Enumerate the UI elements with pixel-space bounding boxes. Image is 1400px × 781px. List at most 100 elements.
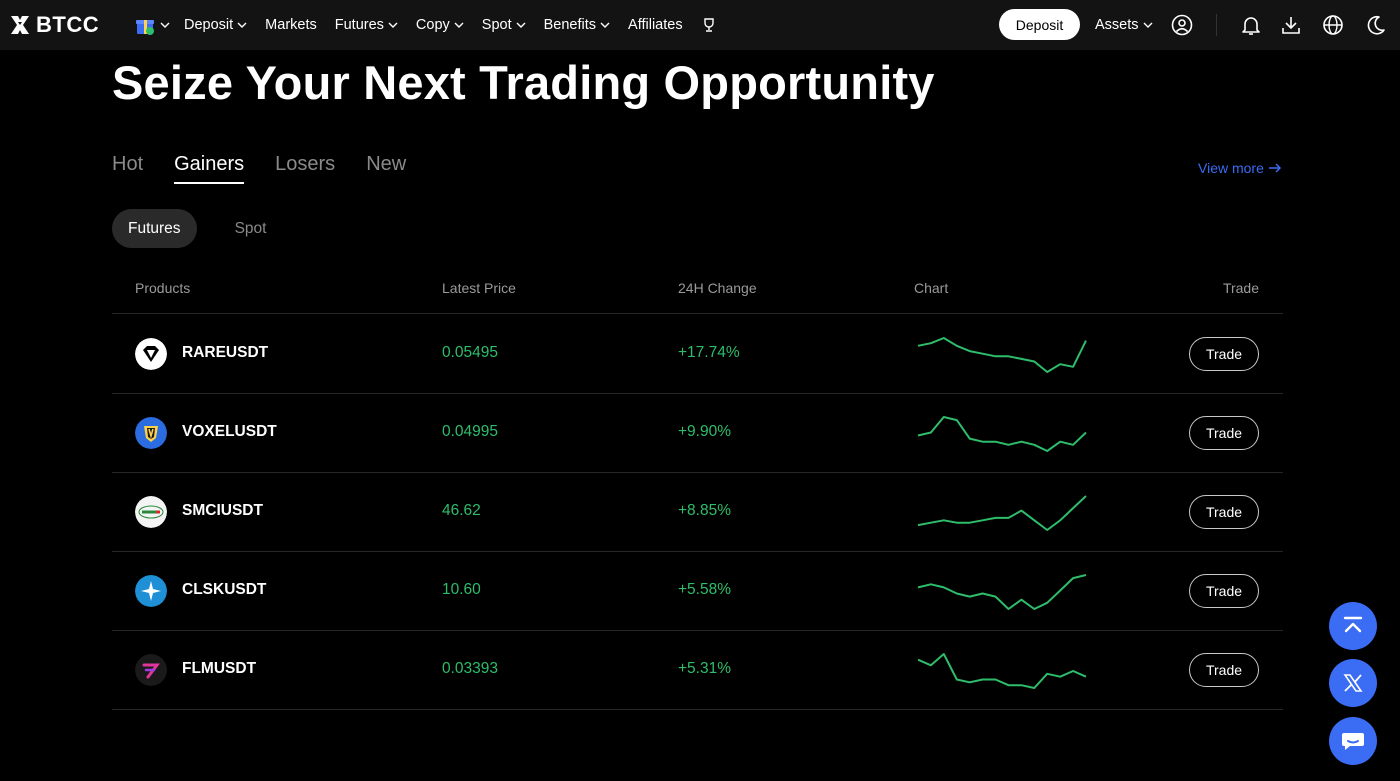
product-symbol: FLMUSDT (182, 660, 257, 677)
assets-label: Assets (1095, 17, 1139, 33)
page-title: Seize Your Next Trading Opportunity (112, 56, 935, 109)
sparkline-chart (917, 416, 1087, 452)
chevron-down-icon (388, 22, 398, 28)
nav-item-label: Deposit (184, 17, 234, 33)
brand-logo[interactable]: BTCC (8, 12, 99, 38)
price-change: +8.85% (678, 502, 732, 519)
nav-item-label: Markets (265, 17, 317, 33)
table-row[interactable]: VOXELUSDT 0.04995 +9.90% Trade (112, 394, 1283, 473)
header-24h-change: 24H Change (678, 280, 757, 296)
smci-icon (135, 496, 167, 528)
user-icon (1171, 14, 1193, 36)
header-products: Products (135, 280, 191, 296)
tab-hot[interactable]: Hot (112, 153, 144, 175)
rare-icon (135, 338, 167, 370)
chevron-down-icon (237, 22, 247, 28)
table-row[interactable]: RAREUSDT 0.05495 +17.74% Trade (112, 315, 1283, 394)
flm-icon (135, 654, 167, 686)
nav-item-label: Futures (334, 17, 384, 33)
nav-item-deposit[interactable]: Deposit (184, 17, 247, 33)
chevron-down-icon (454, 22, 464, 28)
globe-icon (1323, 15, 1343, 35)
bell-icon (1242, 17, 1260, 35)
header-latest-price: Latest Price (442, 280, 516, 296)
trade-button[interactable]: Trade (1189, 416, 1259, 450)
nav-item-copy[interactable]: Copy (416, 17, 464, 33)
sparkline-path (917, 574, 1087, 610)
product-symbol: VOXELUSDT (182, 423, 277, 440)
voxel-icon (135, 417, 167, 449)
table-row[interactable]: SMCIUSDT 46.62 +8.85% Trade (112, 473, 1283, 552)
segment-futures[interactable]: Futures (112, 209, 197, 248)
price-change: +9.90% (678, 423, 732, 440)
gift-menu[interactable] (134, 14, 170, 36)
header-trade: Trade (1222, 280, 1259, 296)
notifications-button[interactable] (1239, 13, 1263, 37)
clsk-icon (135, 575, 167, 607)
chat-icon (1342, 733, 1364, 750)
brand-name: BTCC (36, 12, 100, 37)
table-header: Products Latest Price 24H Change Chart T… (112, 270, 1283, 314)
latest-price: 0.05495 (442, 344, 499, 361)
primary-menu: Deposit Markets Futures Copy Spot Benefi… (134, 0, 735, 50)
nav-item-markets[interactable]: Markets (265, 17, 317, 33)
scroll-to-top-button[interactable] (1329, 602, 1377, 650)
trade-button[interactable]: Trade (1189, 495, 1259, 529)
latest-price: 10.60 (442, 581, 481, 598)
theme-toggle[interactable] (1364, 13, 1388, 37)
sparkline-path (917, 495, 1087, 531)
download-icon (1282, 17, 1300, 34)
moon-icon (1367, 15, 1385, 35)
nav-item-futures[interactable]: Futures (335, 17, 398, 33)
price-change: +5.31% (678, 660, 732, 677)
table-row[interactable]: CLSKUSDT 10.60 +5.58% Trade (112, 552, 1283, 631)
view-more-label: View more (1198, 160, 1264, 176)
nav-item-label: Copy (415, 17, 450, 33)
trade-button[interactable]: Trade (1189, 653, 1259, 687)
header-chart: Chart (914, 280, 949, 296)
segment-spot[interactable]: Spot (234, 219, 267, 237)
latest-price: 0.04995 (442, 423, 499, 440)
sparkline-path (917, 337, 1087, 373)
trade-button[interactable]: Trade (1189, 574, 1259, 608)
sparkline-chart (917, 574, 1087, 610)
deposit-button[interactable]: Deposit (999, 9, 1080, 40)
nav-item-benefits[interactable]: Benefits (544, 17, 610, 33)
sparkline-chart (917, 337, 1087, 373)
download-button[interactable] (1279, 13, 1303, 37)
x-logo-icon (1343, 674, 1363, 692)
sparkline-path (917, 416, 1087, 452)
x-social-button[interactable] (1329, 659, 1377, 707)
gift-icon (136, 20, 154, 35)
tab-new[interactable]: New (366, 153, 407, 175)
trophy-menu[interactable] (701, 17, 717, 33)
assets-menu[interactable]: Assets (1095, 0, 1153, 50)
tab-losers[interactable]: Losers (275, 153, 336, 175)
chat-support-button[interactable] (1329, 717, 1377, 765)
product-symbol: RAREUSDT (182, 344, 269, 361)
nav-item-label: Affiliates (628, 17, 683, 33)
table-row[interactable]: FLMUSDT 0.03393 +5.31% Trade (112, 631, 1283, 710)
latest-price: 0.03393 (442, 660, 499, 677)
trade-button[interactable]: Trade (1189, 337, 1259, 371)
product-symbol: CLSKUSDT (182, 581, 267, 598)
chevron-down-icon (160, 22, 170, 28)
view-more-link[interactable]: View more (1198, 160, 1282, 176)
arrow-right-icon (1268, 163, 1281, 173)
language-button[interactable] (1321, 13, 1345, 37)
sparkline-chart (917, 495, 1087, 531)
latest-price: 46.62 (442, 502, 481, 519)
price-change: +5.58% (678, 581, 732, 598)
nav-divider (1216, 14, 1217, 36)
nav-item-label: Benefits (543, 17, 597, 33)
market-tabs: Hot Gainers Losers New (112, 153, 406, 184)
nav-item-affiliates[interactable]: Affiliates (628, 17, 683, 33)
price-change: +17.74% (678, 344, 740, 361)
account-button[interactable] (1170, 13, 1194, 37)
nav-item-spot[interactable]: Spot (482, 17, 526, 33)
tab-gainers[interactable]: Gainers (174, 153, 245, 184)
chevron-down-icon (1143, 22, 1153, 28)
btcc-logo-icon (11, 16, 29, 34)
trophy-icon (703, 18, 714, 32)
chevron-down-icon (600, 22, 610, 28)
